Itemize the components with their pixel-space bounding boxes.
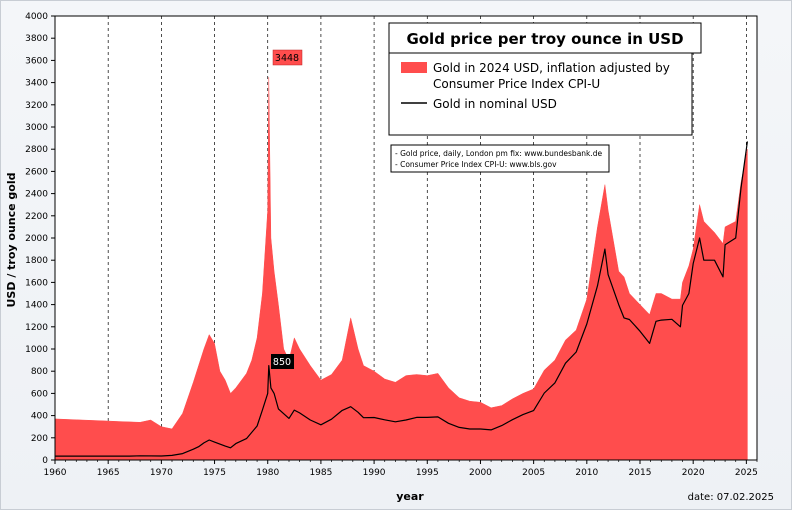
y-tick-label-1200: 1200 (25, 323, 48, 333)
y-tick-label-2600: 2600 (25, 167, 48, 177)
y-tick-label-1000: 1000 (25, 345, 48, 355)
x-tick-label-2025: 2025 (735, 468, 758, 478)
source-line-1: - Gold price, daily, London pm fix: www.… (395, 149, 603, 158)
y-tick-label-1800: 1800 (25, 256, 48, 266)
date-label: date: 07.02.2025 (688, 492, 774, 503)
annotation-peak-nominal-label: 850 (273, 357, 291, 368)
y-tick-label-3000: 3000 (25, 123, 48, 133)
x-tick-label-2005: 2005 (522, 468, 545, 478)
y-tick-label-0: 0 (42, 456, 48, 466)
y-tick-label-1600: 1600 (25, 278, 48, 288)
series-line-1 (55, 141, 748, 457)
y-axis-label: USD / troy ounce gold (5, 172, 18, 307)
axes (51, 15, 758, 464)
x-axis-label: year (396, 490, 424, 503)
chart-title: Gold price per troy ounce in USD (406, 30, 683, 48)
x-tick-label-2000: 2000 (469, 468, 492, 478)
y-tick-label-3400: 3400 (25, 79, 48, 89)
y-tick-label-1400: 1400 (25, 301, 48, 311)
legend-swatch-real (401, 62, 427, 73)
x-tick-label-1975: 1975 (203, 468, 226, 478)
annotation-peak-real-label: 3448 (275, 53, 299, 64)
x-tick-label-1990: 1990 (363, 468, 386, 478)
x-tick-label-1960: 1960 (44, 468, 67, 478)
legend-label-nominal: Gold in nominal USD (433, 97, 557, 111)
x-tick-label-1995: 1995 (416, 468, 439, 478)
series-area-0 (54, 77, 748, 461)
x-tick-label-1980: 1980 (256, 468, 279, 478)
x-tick-label-2020: 2020 (682, 468, 705, 478)
annotation-peak-real: 3448 (272, 49, 303, 66)
y-tick-label-600: 600 (31, 389, 48, 399)
legend-label-real-line1: Gold in 2024 USD, inflation adjusted by (433, 61, 670, 75)
legend-label-real: Gold in 2024 USD, inflation adjusted by … (433, 61, 674, 91)
series-marks (54, 77, 748, 461)
y-tick-label-2400: 2400 (25, 190, 48, 200)
y-tick-label-2200: 2200 (25, 212, 48, 222)
y-tick-label-3600: 3600 (25, 56, 48, 66)
x-tick-label-2010: 2010 (575, 468, 598, 478)
y-tick-label-200: 200 (31, 434, 48, 444)
y-tick-label-2800: 2800 (25, 145, 48, 155)
legend-label-real-line2: Consumer Price Index CPI-U (433, 77, 600, 91)
y-tick-label-3200: 3200 (25, 101, 48, 111)
x-tick-label-1970: 1970 (150, 468, 173, 478)
sources-box: - Gold price, daily, London pm fix: www.… (390, 144, 610, 173)
y-tick-label-800: 800 (31, 367, 48, 377)
y-tick-label-400: 400 (31, 412, 48, 422)
y-tick-label-2000: 2000 (25, 234, 48, 244)
y-tick-label-4000: 4000 (25, 12, 48, 22)
x-tick-label-1985: 1985 (309, 468, 332, 478)
tick-labels: 1960 1965 1970 1975 1980 1985 1990 1995 2000 2005… (25, 12, 758, 478)
y-tick-label-3800: 3800 (25, 34, 48, 44)
annotation-peak-nominal: 850 (271, 354, 294, 369)
x-tick-label-1965: 1965 (97, 468, 120, 478)
source-line-2: - Consumer Price Index CPI-U: www.bls.go… (395, 160, 557, 169)
title-box: Gold price per troy ounce in USD (388, 22, 702, 54)
x-tick-label-2015: 2015 (629, 468, 652, 478)
legend: Gold in 2024 USD, inflation adjusted by … (388, 52, 693, 136)
